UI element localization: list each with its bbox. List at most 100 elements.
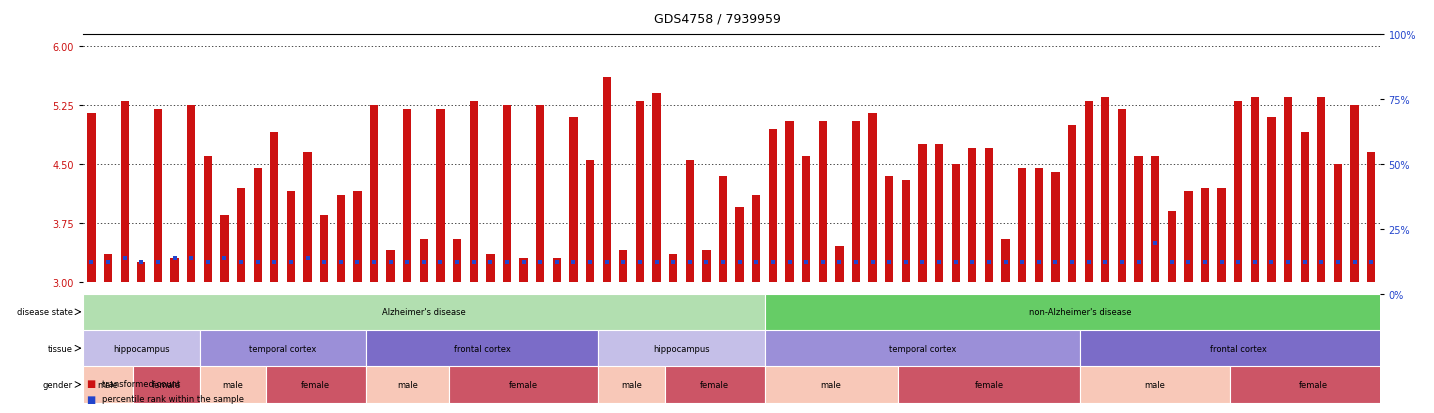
- Text: non-Alzheimer's disease: non-Alzheimer's disease: [1030, 308, 1131, 317]
- Text: frontal cortex: frontal cortex: [1210, 344, 1266, 353]
- Bar: [120, 102, 129, 282]
- Bar: [83, 330, 199, 366]
- Bar: [1152, 157, 1159, 282]
- Bar: [985, 149, 994, 282]
- Text: female: female: [509, 380, 538, 389]
- Bar: [138, 263, 145, 282]
- Bar: [1250, 98, 1259, 282]
- Bar: [598, 330, 764, 366]
- Text: male: male: [222, 380, 244, 389]
- Bar: [819, 121, 827, 282]
- Bar: [353, 192, 361, 282]
- Bar: [83, 294, 764, 330]
- Text: Alzheimer's disease: Alzheimer's disease: [381, 308, 466, 317]
- Text: gender: gender: [43, 380, 73, 389]
- Bar: [536, 106, 545, 282]
- Bar: [885, 176, 893, 282]
- Bar: [619, 251, 628, 282]
- Bar: [304, 153, 311, 282]
- Bar: [852, 121, 860, 282]
- Bar: [1351, 106, 1359, 282]
- Bar: [320, 216, 328, 282]
- Bar: [270, 133, 278, 282]
- Bar: [1301, 133, 1309, 282]
- Bar: [1080, 366, 1230, 403]
- Bar: [103, 255, 112, 282]
- Bar: [453, 239, 462, 282]
- Bar: [1217, 188, 1226, 282]
- Bar: [199, 330, 366, 366]
- Bar: [952, 164, 959, 282]
- Text: frontal cortex: frontal cortex: [453, 344, 511, 353]
- Bar: [1283, 98, 1292, 282]
- Bar: [670, 255, 677, 282]
- Bar: [1051, 172, 1060, 282]
- Bar: [665, 366, 764, 403]
- Bar: [1200, 188, 1209, 282]
- Bar: [751, 196, 760, 282]
- Text: GDS4758 / 7939959: GDS4758 / 7939959: [654, 12, 780, 25]
- Bar: [199, 366, 265, 403]
- Text: temporal cortex: temporal cortex: [250, 344, 317, 353]
- Bar: [87, 114, 96, 282]
- Bar: [265, 366, 366, 403]
- Bar: [1134, 157, 1143, 282]
- Bar: [869, 114, 876, 282]
- Bar: [835, 247, 843, 282]
- Text: male: male: [820, 380, 842, 389]
- Bar: [503, 106, 511, 282]
- Text: percentile rank within the sample: percentile rank within the sample: [102, 394, 244, 404]
- Bar: [652, 94, 661, 282]
- Bar: [764, 330, 1080, 366]
- Text: female: female: [1298, 380, 1328, 389]
- Text: hippocampus: hippocampus: [652, 344, 710, 353]
- Bar: [769, 129, 777, 282]
- Bar: [366, 330, 598, 366]
- Bar: [718, 176, 727, 282]
- Text: female: female: [301, 380, 330, 389]
- Bar: [1001, 239, 1010, 282]
- Text: female: female: [152, 380, 181, 389]
- Bar: [1230, 366, 1397, 403]
- Bar: [237, 188, 245, 282]
- Bar: [1268, 117, 1276, 282]
- Bar: [1068, 125, 1076, 282]
- Text: hippocampus: hippocampus: [113, 344, 169, 353]
- Bar: [918, 145, 926, 282]
- Bar: [736, 208, 744, 282]
- Bar: [1117, 109, 1126, 282]
- Bar: [1367, 153, 1375, 282]
- Bar: [337, 196, 346, 282]
- Bar: [598, 366, 665, 403]
- Bar: [83, 366, 133, 403]
- Bar: [370, 106, 379, 282]
- Bar: [602, 78, 611, 282]
- Bar: [1184, 192, 1193, 282]
- Text: female: female: [974, 380, 1004, 389]
- Text: disease state: disease state: [17, 308, 73, 317]
- Bar: [1318, 98, 1325, 282]
- Bar: [898, 366, 1080, 403]
- Bar: [420, 239, 427, 282]
- Text: transformed count: transformed count: [102, 379, 181, 388]
- Bar: [703, 251, 711, 282]
- Bar: [287, 192, 295, 282]
- Bar: [171, 259, 179, 282]
- Bar: [935, 145, 944, 282]
- Text: ■: ■: [86, 378, 95, 388]
- Bar: [1035, 169, 1043, 282]
- Bar: [968, 149, 977, 282]
- Bar: [587, 161, 594, 282]
- Bar: [569, 117, 578, 282]
- Bar: [186, 106, 195, 282]
- Bar: [1018, 169, 1027, 282]
- Bar: [486, 255, 495, 282]
- Bar: [254, 169, 262, 282]
- Bar: [449, 366, 598, 403]
- Bar: [1334, 164, 1342, 282]
- Bar: [635, 102, 644, 282]
- Bar: [436, 109, 445, 282]
- Bar: [1084, 102, 1093, 282]
- Text: male: male: [98, 380, 119, 389]
- Bar: [403, 109, 412, 282]
